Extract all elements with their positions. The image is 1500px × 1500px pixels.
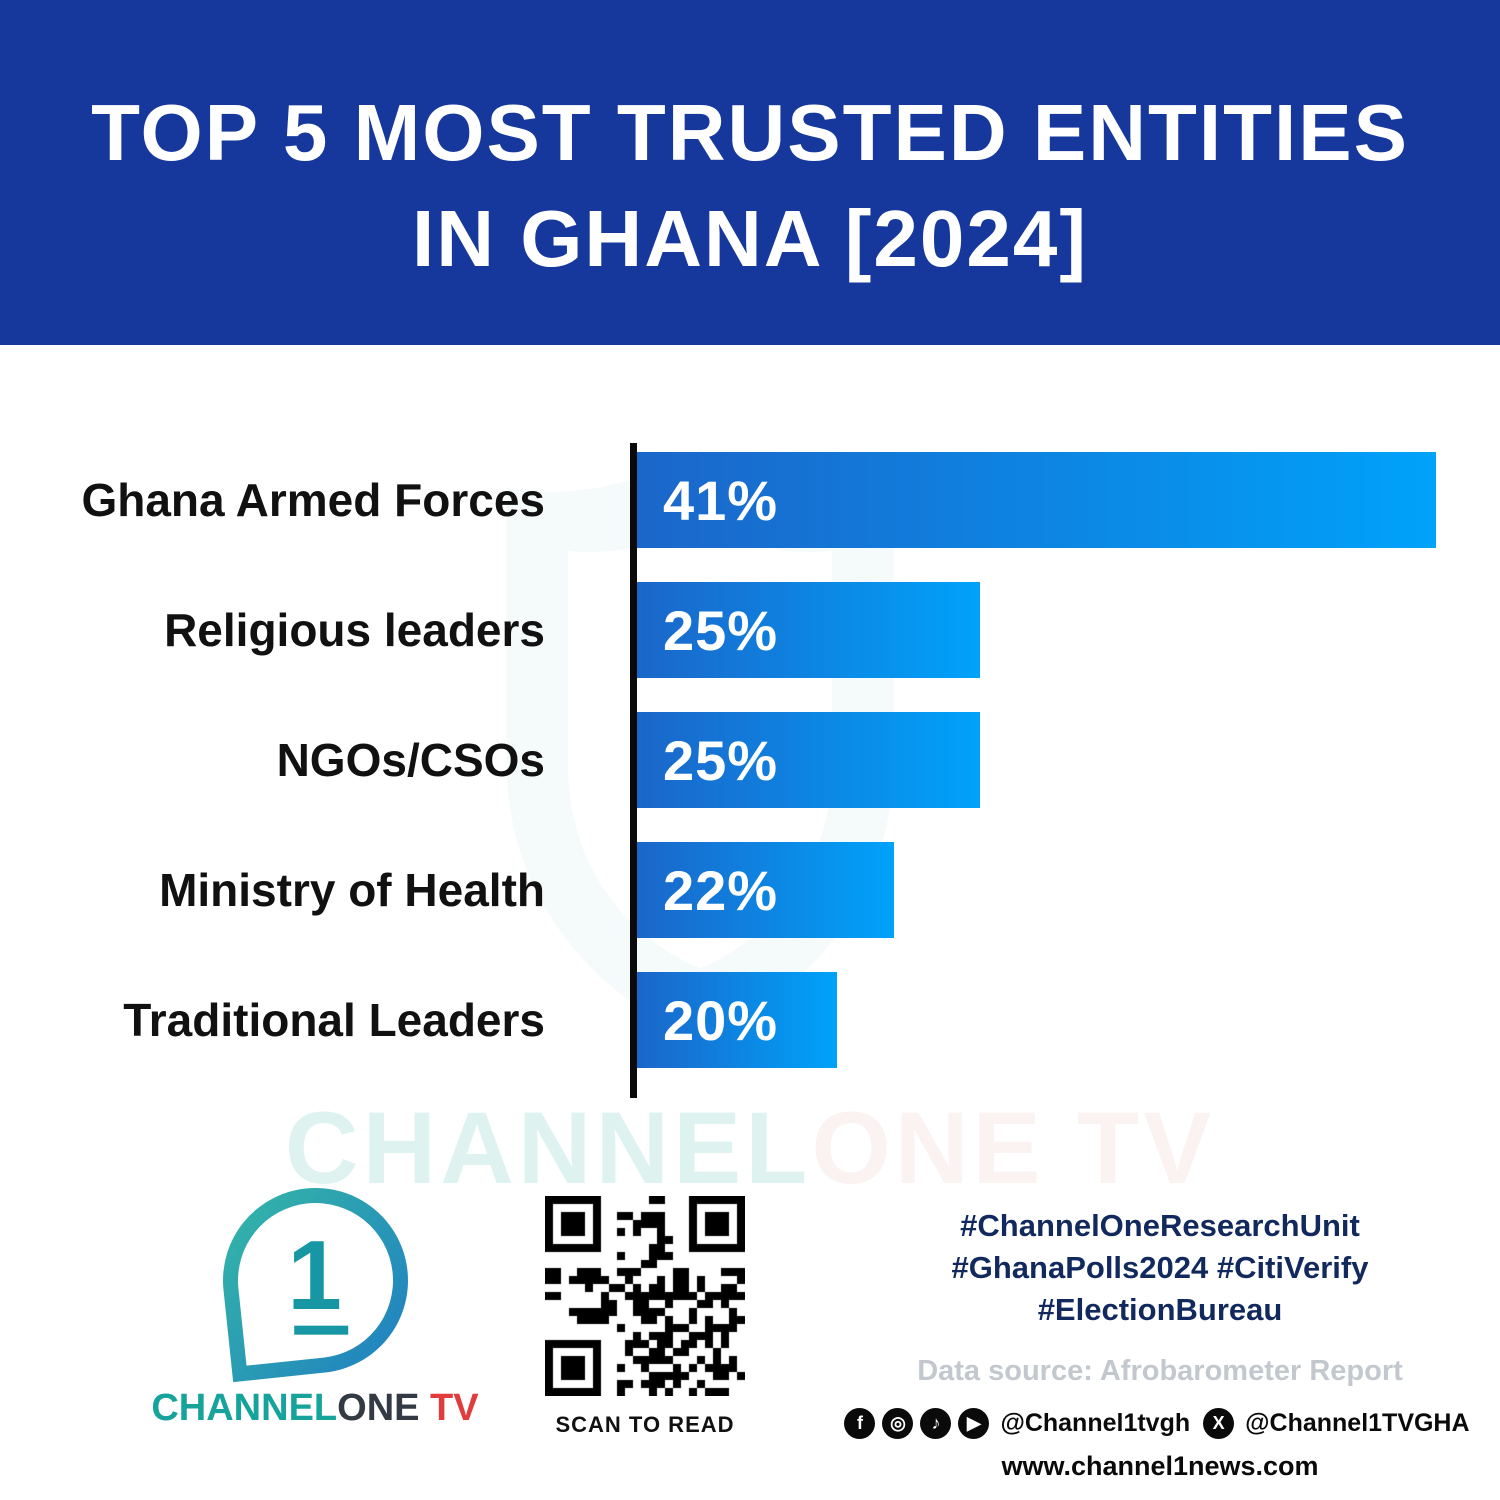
category-label: Traditional Leaders <box>123 994 545 1046</box>
youtube-icon: ▶ <box>958 1407 990 1439</box>
social-row: f ◎ ♪ ▶ @Channel1tvgh X @Channel1TVGHA <box>844 1407 1470 1439</box>
logo-numeral: 1 <box>287 1220 342 1331</box>
bar-value: 20% <box>663 988 779 1052</box>
watermark-text: CHANNELONE TV <box>0 1090 1500 1207</box>
bar-row: NGOs/CSOs 25% <box>0 712 1500 808</box>
bar-value: 25% <box>663 598 779 662</box>
logo-pick-inner: 1 <box>229 1195 401 1366</box>
hashtag-line: #ChannelOneResearchUnit <box>960 1208 1360 1243</box>
tiktok-icon: ♪ <box>920 1407 952 1439</box>
logo-underbar <box>293 1325 348 1335</box>
category-label: Ministry of Health <box>159 864 545 916</box>
bar-chart: Ghana Armed Forces 41% Religious leaders… <box>0 452 1500 1068</box>
instagram-icon: ◎ <box>882 1407 914 1439</box>
wordmark-one: ONE <box>337 1387 420 1429</box>
category-label: Ghana Armed Forces <box>81 474 545 526</box>
data-source: Data source: Afrobarometer Report <box>917 1354 1403 1387</box>
facebook-icon: f <box>844 1407 876 1439</box>
wordmark-channel: CHANNEL <box>151 1387 338 1429</box>
wordmark-tv: TV <box>419 1387 479 1429</box>
page-title-line2: IN GHANA [2024] <box>411 193 1089 283</box>
channel-one-logo: 1 CHANNELONE TV <box>150 1178 480 1430</box>
header-banner: TOP 5 MOST TRUSTED ENTITIES IN GHANA [20… <box>0 0 1500 345</box>
watermark-part1: CHANNEL <box>284 1091 812 1205</box>
qr-caption: SCAN TO READ <box>555 1412 735 1437</box>
website-url: www.channel1news.com <box>1001 1450 1319 1481</box>
x-icon: X <box>1203 1407 1235 1439</box>
bar-row: Ghana Armed Forces 41% <box>0 452 1500 548</box>
bar: 25% <box>637 712 980 808</box>
logo-pick-shape: 1 <box>213 1178 417 1383</box>
qr-code <box>545 1196 745 1396</box>
social-handle: @Channel1TVGHA <box>1245 1408 1470 1437</box>
bar: 25% <box>637 582 980 678</box>
bar-value: 41% <box>663 468 779 532</box>
category-label: NGOs/CSOs <box>276 734 545 786</box>
logo-wordmark: CHANNELONE TV <box>150 1387 480 1430</box>
bar-value: 22% <box>663 858 779 922</box>
hashtag-line: #GhanaPolls2024 #CitiVerify <box>951 1249 1369 1285</box>
watermark-part2: ONE TV <box>811 1091 1216 1205</box>
bar-value: 25% <box>663 728 779 792</box>
page-title-line1: TOP 5 MOST TRUSTED ENTITIES <box>91 88 1409 177</box>
qr-block: SCAN TO READ <box>545 1196 745 1438</box>
footer-right-block: #ChannelOneResearchUnit #GhanaPolls2024 … <box>844 1205 1470 1482</box>
category-label: Religious leaders <box>164 604 545 656</box>
bar-row: Traditional Leaders 20% <box>0 972 1500 1068</box>
bar: 41% <box>637 452 1436 548</box>
bar: 20% <box>637 972 837 1068</box>
bar: 22% <box>637 842 894 938</box>
bar-row: Religious leaders 25% <box>0 582 1500 678</box>
social-handle: @Channel1tvgh <box>1000 1408 1191 1437</box>
hashtag-line: #ElectionBureau <box>1037 1291 1283 1327</box>
bar-row: Ministry of Health 22% <box>0 842 1500 938</box>
chart-axis-line <box>630 443 637 1098</box>
